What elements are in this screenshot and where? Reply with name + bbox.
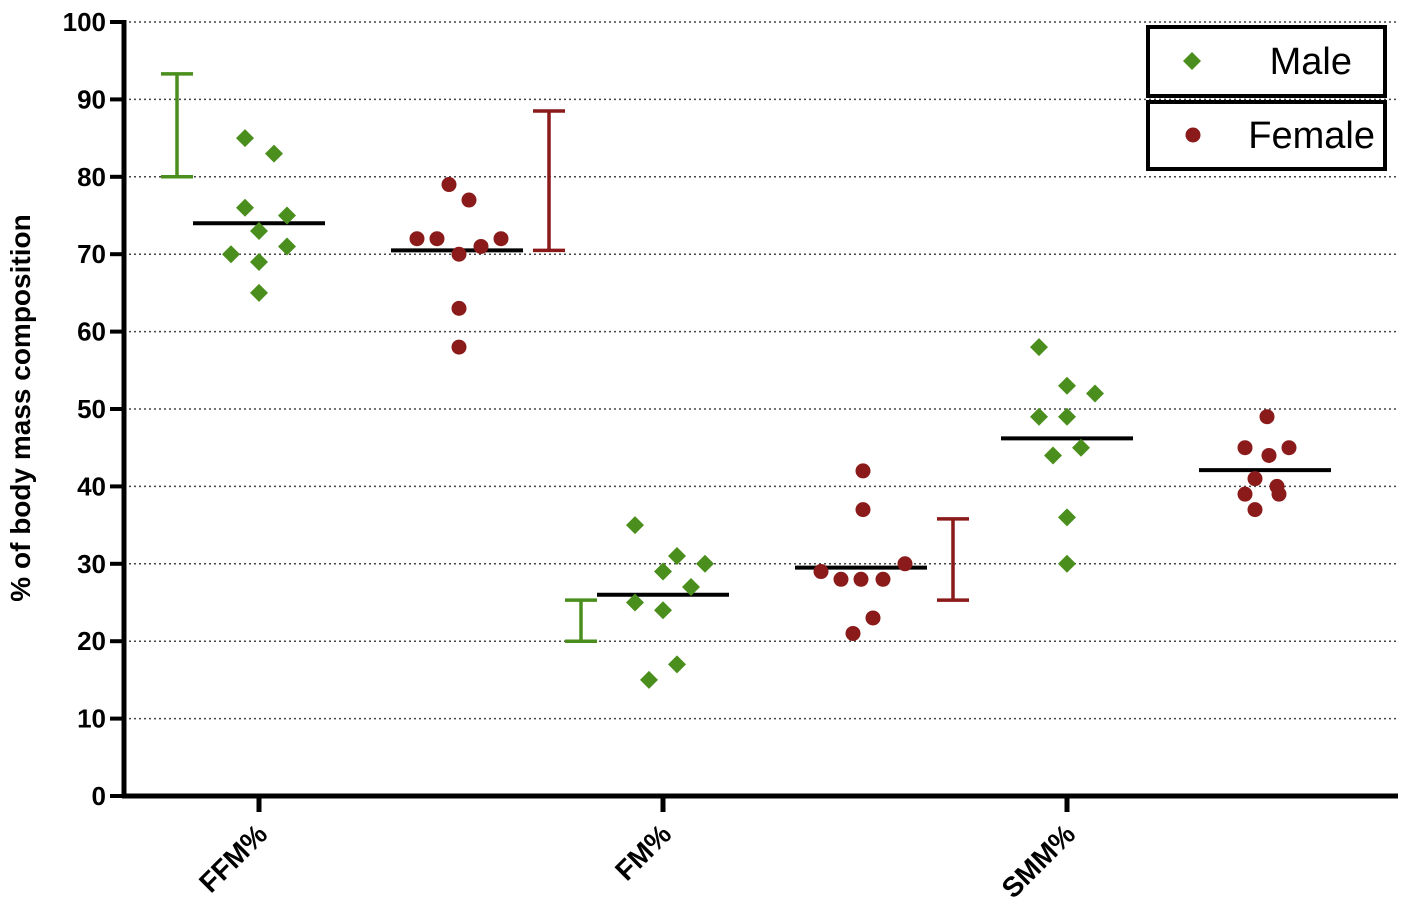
- error-bar-male-FM%: [565, 598, 597, 643]
- point-female-FFM%-8: [451, 339, 467, 355]
- point-male-FFM%-0: [236, 129, 254, 148]
- legend-label-male: Male: [1270, 41, 1352, 83]
- y-tick-label-60: 60: [77, 317, 106, 347]
- y-axis-title: % of body mass composition: [5, 214, 36, 601]
- point-female-FFM%-1: [461, 192, 477, 208]
- point-male-FFM%-1: [265, 144, 283, 163]
- point-male-FFM%-8: [250, 283, 268, 302]
- error-bars: [161, 72, 969, 643]
- point-female-FM%-2: [897, 556, 913, 572]
- point-female-SMM%-3: [1261, 447, 1277, 463]
- point-male-SMM%-4: [1058, 407, 1076, 426]
- point-male-FM%-1: [668, 547, 686, 566]
- legend-marker-female: [1185, 127, 1201, 143]
- point-male-SMM%-0: [1030, 338, 1048, 357]
- point-female-FM%-6: [833, 571, 849, 587]
- y-tick-label-10: 10: [77, 704, 106, 734]
- axes: [110, 20, 1398, 812]
- point-male-FM%-8: [640, 670, 658, 689]
- error-bar-male-FFM%: [161, 72, 193, 179]
- legend-marker-male: [1183, 52, 1201, 70]
- point-male-FM%-4: [682, 578, 700, 597]
- point-female-SMM%-7: [1271, 486, 1287, 502]
- error-bar-female-FFM%: [533, 109, 565, 253]
- point-female-SMM%-4: [1247, 471, 1263, 487]
- point-male-SMM%-5: [1072, 438, 1090, 457]
- point-female-SMM%-6: [1237, 486, 1253, 502]
- point-female-FM%-5: [853, 571, 869, 587]
- point-male-FFM%-5: [278, 237, 296, 256]
- y-tick-label-80: 80: [77, 162, 106, 192]
- y-tick-label-20: 20: [77, 626, 106, 656]
- category-labels: FFM% FM% SMM%: [193, 818, 1081, 904]
- point-female-FFM%-6: [451, 246, 467, 262]
- point-male-FFM%-6: [222, 245, 240, 264]
- point-female-FM%-3: [813, 564, 829, 580]
- y-tick-label-30: 30: [77, 549, 106, 579]
- point-male-FFM%-7: [250, 252, 268, 271]
- point-female-FFM%-3: [429, 231, 445, 247]
- error-bar-female-FM%: [937, 517, 969, 602]
- point-male-FM%-3: [654, 562, 672, 581]
- y-tick-label-70: 70: [77, 239, 106, 269]
- point-female-FM%-0: [855, 463, 871, 479]
- point-female-FFM%-5: [473, 238, 489, 254]
- y-tick-label-40: 40: [77, 471, 106, 501]
- point-male-SMM%-1: [1058, 376, 1076, 395]
- y-tick-label-100: 100: [63, 7, 106, 37]
- point-female-FFM%-2: [409, 231, 425, 247]
- x-tick-label-SMM%: SMM%: [996, 818, 1082, 904]
- point-female-SMM%-8: [1247, 502, 1263, 518]
- point-male-FM%-5: [626, 593, 644, 612]
- data-points: [222, 129, 1297, 689]
- point-female-FM%-7: [865, 610, 881, 626]
- grid-lines: [124, 21, 1398, 720]
- point-female-FFM%-4: [493, 231, 509, 247]
- legend: Male Female: [1146, 25, 1387, 171]
- point-male-FFM%-3: [278, 206, 296, 225]
- point-male-FM%-2: [696, 554, 714, 573]
- point-male-SMM%-3: [1030, 407, 1048, 426]
- point-female-SMM%-0: [1259, 409, 1275, 425]
- point-male-FM%-6: [654, 601, 672, 620]
- point-male-SMM%-2: [1086, 384, 1104, 403]
- point-female-FM%-8: [845, 625, 861, 641]
- y-tick-label-90: 90: [77, 84, 106, 114]
- point-male-SMM%-6: [1044, 446, 1062, 465]
- point-male-FFM%-4: [250, 221, 268, 240]
- legend-label-female: Female: [1248, 115, 1375, 157]
- x-tick-label-FM%: FM%: [609, 818, 677, 886]
- y-tick-labels: 0 10 20 30 40 50 60 70 80 90 100: [63, 7, 106, 811]
- point-male-FFM%-2: [236, 198, 254, 217]
- y-tick-label-0: 0: [92, 781, 106, 811]
- point-male-SMM%-7: [1058, 508, 1076, 527]
- point-male-FM%-0: [626, 516, 644, 535]
- point-female-FFM%-0: [441, 177, 457, 193]
- point-female-FFM%-7: [451, 300, 467, 316]
- point-female-SMM%-2: [1281, 440, 1297, 456]
- x-tick-label-FFM%: FFM%: [193, 818, 273, 898]
- point-female-FM%-4: [875, 571, 891, 587]
- point-female-FM%-1: [855, 502, 871, 518]
- y-tick-label-50: 50: [77, 394, 106, 424]
- point-female-SMM%-1: [1237, 440, 1253, 456]
- point-male-SMM%-8: [1058, 554, 1076, 573]
- point-male-FM%-7: [668, 655, 686, 674]
